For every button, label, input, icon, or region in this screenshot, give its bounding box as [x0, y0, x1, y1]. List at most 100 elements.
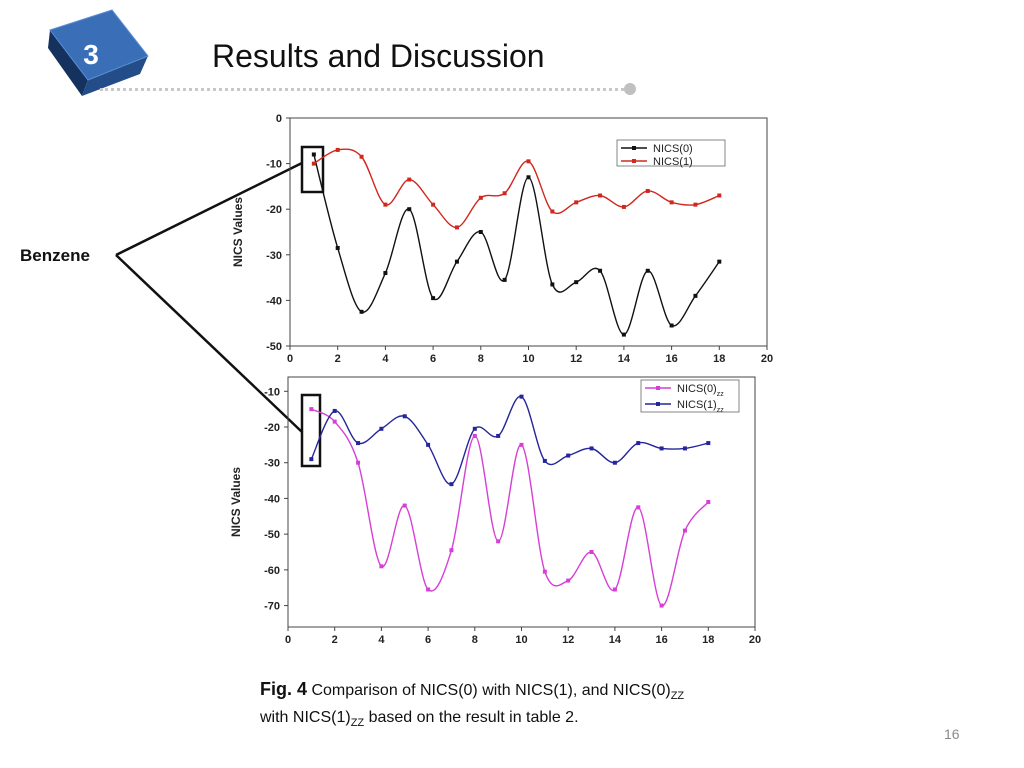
caption-text-2: with NICS(1): [260, 709, 351, 727]
caption-sub-2: ZZ: [350, 717, 365, 730]
data-point: [426, 587, 431, 592]
x-tick-label: 12: [562, 634, 574, 646]
x-tick-label: 16: [655, 634, 667, 646]
data-point: [454, 259, 459, 264]
title-divider: [100, 88, 630, 91]
y-tick-label: -50: [264, 529, 280, 541]
data-point: [472, 426, 477, 431]
data-point: [598, 193, 603, 198]
x-tick-label: 18: [702, 634, 714, 646]
y-tick-label: -30: [266, 250, 282, 262]
slide-title: Results and Discussion: [212, 38, 545, 74]
data-point: [478, 195, 483, 200]
x-tick-label: 2: [335, 353, 341, 365]
data-point: [383, 202, 388, 207]
data-point: [574, 280, 579, 285]
data-point: [717, 193, 722, 198]
data-point: [454, 225, 459, 230]
data-point: [566, 453, 571, 458]
x-tick-label: 20: [761, 353, 773, 365]
data-point: [502, 191, 507, 196]
y-tick-label: 0: [276, 113, 282, 125]
data-point: [449, 482, 454, 487]
x-tick-label: 14: [609, 634, 622, 646]
series-line-1: [313, 154, 720, 336]
data-point: [659, 603, 664, 608]
slide-number: 3: [83, 39, 99, 70]
data-point: [621, 332, 626, 337]
x-tick-label: 2: [332, 634, 338, 646]
data-point: [612, 587, 617, 592]
data-point: [659, 446, 664, 451]
data-point: [332, 419, 337, 424]
data-point: [311, 152, 316, 157]
x-tick-label: 10: [515, 634, 527, 646]
data-point: [621, 204, 626, 209]
y-tick-label: -50: [266, 341, 282, 353]
data-point: [359, 309, 364, 314]
x-tick-label: 4: [378, 634, 385, 646]
x-tick-label: 12: [570, 353, 582, 365]
data-point: [682, 446, 687, 451]
y-tick-label: -20: [264, 422, 280, 434]
x-tick-label: 18: [713, 353, 725, 365]
x-tick-label: 6: [430, 353, 436, 365]
y-tick-label: -70: [264, 601, 280, 613]
cube-icon: 3: [48, 9, 149, 96]
x-tick-label: 16: [665, 353, 677, 365]
data-point: [431, 296, 436, 301]
data-point: [309, 457, 314, 462]
callout-line-bottom: [115, 254, 303, 433]
y-tick-label: -60: [264, 565, 280, 577]
data-point: [356, 460, 361, 465]
data-point: [717, 259, 722, 264]
data-point: [612, 460, 617, 465]
data-point: [311, 161, 316, 166]
data-point: [502, 277, 507, 282]
title-divider-end: [624, 83, 636, 95]
x-tick-label: 0: [285, 634, 291, 646]
y-tick-label: -10: [264, 386, 280, 398]
legend-swatch-marker: [656, 386, 660, 390]
legend-label: NICS(1)zz: [677, 399, 724, 414]
y-tick-label: -20: [266, 204, 282, 216]
data-point: [356, 441, 361, 446]
legend-label: NICS(1): [653, 156, 693, 168]
x-tick-label: 6: [425, 634, 431, 646]
y-axis-label: NICS Values: [231, 197, 245, 267]
y-axis-label: NICS Values: [229, 467, 243, 537]
data-point: [496, 539, 501, 544]
x-tick-label: 8: [472, 634, 478, 646]
x-tick-label: 14: [618, 353, 631, 365]
benzene-label: Benzene: [20, 246, 90, 265]
data-point: [519, 442, 524, 447]
data-point: [550, 209, 555, 214]
legend-label: NICS(0): [653, 143, 693, 155]
data-point: [645, 268, 650, 273]
data-point: [589, 550, 594, 554]
data-point: [335, 147, 340, 152]
chart-2: 0 2 4 6 8 10 12 14 16 18 20 -10 -20 -30 -40 -50 -60 -70 NI…: [229, 376, 761, 646]
data-point: [402, 414, 407, 419]
plot-frame: [287, 376, 756, 628]
data-point: [496, 433, 501, 438]
y-tick-label: -40: [266, 295, 282, 307]
legend-swatch-marker: [656, 402, 660, 406]
data-point: [542, 458, 547, 463]
legend-box: [640, 379, 740, 413]
data-point: [542, 569, 547, 574]
data-point: [379, 426, 384, 431]
data-point: [472, 433, 477, 438]
data-point: [478, 230, 483, 234]
caption-fig-label: Fig. 4: [260, 679, 308, 699]
x-tick-label: 4: [382, 353, 389, 365]
x-tick-label: 20: [749, 634, 761, 646]
figure-caption: Fig. 4 Comparison of NICS(0) with NICS(1…: [260, 678, 820, 734]
data-point: [407, 207, 412, 212]
data-point: [636, 505, 641, 510]
x-tick-label: 8: [478, 353, 484, 365]
data-point: [402, 503, 407, 508]
data-point: [636, 441, 641, 446]
data-point: [526, 159, 531, 164]
data-point: [449, 548, 454, 553]
